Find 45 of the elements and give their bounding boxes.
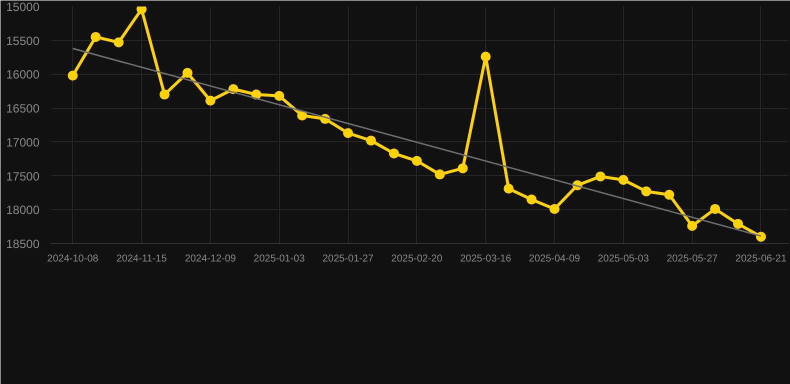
point xyxy=(160,90,170,100)
point xyxy=(412,156,422,166)
y-tick-label: 16500 xyxy=(6,102,40,116)
y-tick-label: 15500 xyxy=(6,34,40,48)
point xyxy=(90,32,101,42)
point xyxy=(480,52,491,62)
x-tick-label: 2024-11-15 xyxy=(116,254,168,264)
x-tick-label: 2025-01-27 xyxy=(322,254,374,264)
point xyxy=(182,68,192,78)
x-tick-label: 2024-10-08 xyxy=(47,254,99,264)
x-tick-label: 2025-06-21 xyxy=(735,254,787,264)
point xyxy=(366,136,376,146)
y-tick-label: 15000 xyxy=(6,0,40,14)
point xyxy=(274,90,284,101)
point xyxy=(114,37,124,48)
point xyxy=(68,70,78,81)
point xyxy=(687,220,698,231)
y-tick-label: 18500 xyxy=(6,237,40,251)
point xyxy=(526,194,537,204)
y-tick-label: 17000 xyxy=(6,135,40,150)
point xyxy=(297,110,308,121)
point xyxy=(618,174,628,185)
x-tick-label: 2024-12-09 xyxy=(184,254,236,264)
point xyxy=(664,190,674,200)
point xyxy=(343,128,354,138)
point xyxy=(595,171,606,182)
point xyxy=(504,184,514,194)
x-tick-label: 2025-02-20 xyxy=(391,254,443,264)
point xyxy=(434,169,445,180)
y-tick-label: 16000 xyxy=(6,68,40,82)
point xyxy=(388,148,399,158)
x-tick-label: 2025-03-16 xyxy=(460,254,512,264)
point xyxy=(733,218,744,229)
point xyxy=(136,6,147,14)
y-tick-label: 18000 xyxy=(6,203,40,218)
point xyxy=(641,186,652,196)
x-tick-label: 2025-01-03 xyxy=(254,254,306,264)
x-tick-label: 2025-04-09 xyxy=(528,254,581,264)
point xyxy=(205,96,216,106)
point xyxy=(458,163,468,174)
point xyxy=(710,204,720,214)
x-tick-label: 2025-05-03 xyxy=(598,254,650,264)
x-tick-label: 2025-05-27 xyxy=(666,254,718,264)
point xyxy=(550,204,560,214)
y-tick-label: 17500 xyxy=(6,169,40,184)
